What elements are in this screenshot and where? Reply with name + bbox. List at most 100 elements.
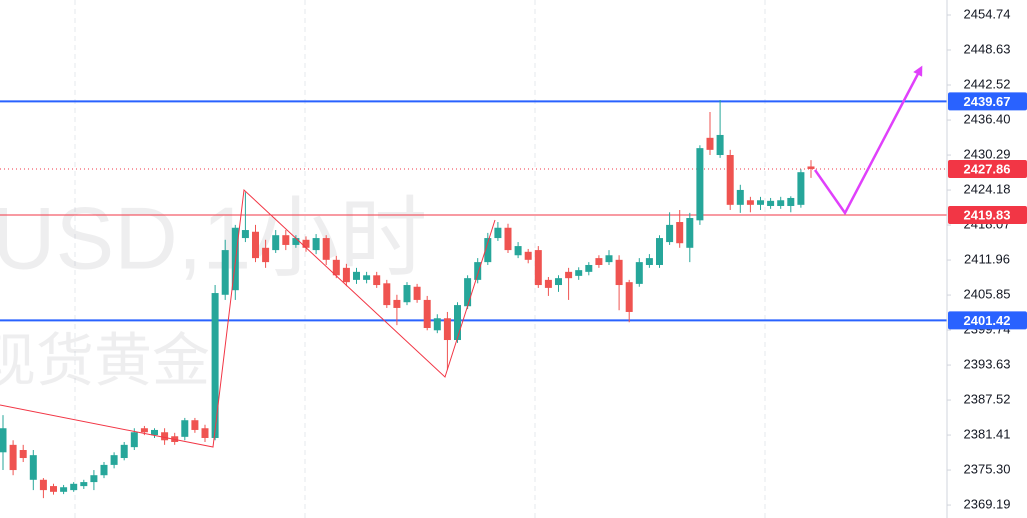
candle-body [0,428,7,453]
candle-body [534,250,542,286]
candle-body [575,270,583,276]
candle-body [797,172,805,205]
level-label-box [948,205,1027,224]
candle-body [201,428,209,438]
candle-body [110,455,118,465]
candle-body [9,444,17,471]
candle-body [272,235,280,251]
candle-body [130,432,138,448]
candle-body [423,299,431,328]
candle-body [555,278,562,286]
candle-body [777,200,785,206]
candle-body [120,444,128,459]
candle-body [656,238,663,265]
level-label: 2427.86 [964,161,1011,176]
y-tick-label: 2454.74 [964,6,1011,21]
candle-body [807,166,815,169]
candle-body [393,299,401,308]
y-tick-label: 2369.19 [964,496,1011,511]
candle-body [383,283,391,306]
candle-body [433,318,441,331]
candle-body [312,238,320,251]
candle-body [645,258,653,265]
candle-body [767,200,775,206]
candle-body [544,279,552,288]
candle-body [696,148,704,221]
candle-body [514,246,522,256]
candle-body [484,238,492,263]
candle-body [757,200,764,205]
level-label: 2401.42 [964,313,1011,328]
candle-body [605,255,613,263]
candle-body [706,137,714,150]
candle-body [80,482,88,487]
candle-body [29,455,37,480]
y-tick-label: 2424.18 [964,181,1011,196]
y-tick-label: 2405.85 [964,286,1011,301]
candle-body [322,238,330,260]
candle-body [413,286,421,300]
candle-body [353,271,360,280]
candle-body [615,259,623,286]
candle-body [524,251,532,260]
y-tick-label: 2393.63 [964,356,1011,371]
candle-body [726,155,734,205]
candle-body [494,227,502,239]
candle-body [736,189,744,205]
price-axis [947,0,1027,518]
watermark: 现货黄金 [0,328,210,393]
candle-body [474,262,482,280]
y-tick-label: 2411.96 [964,251,1010,266]
candle-body [282,235,290,245]
candle-body [100,464,108,476]
candle-body [151,429,158,436]
y-tick-label: 2442.52 [964,76,1011,91]
watermark: USD,1小时 [0,188,427,287]
candle-body [565,271,573,279]
candle-body [50,486,57,492]
candle-body [19,450,27,459]
candle-body [262,247,270,263]
candle-body [716,134,724,156]
candle-body [191,420,199,430]
candle-body [443,318,451,341]
level-label-box [948,92,1027,111]
candle-body [342,267,350,283]
candle-body [373,275,381,286]
candle-body [302,239,310,248]
candle-body [241,230,249,239]
candle-body [595,258,603,265]
candle-body [140,428,148,433]
y-tick-label: 2448.63 [964,41,1011,56]
levels [0,100,947,322]
level-label-box [948,311,1027,330]
candle-body [70,483,78,491]
y-tick-label: 2387.52 [964,391,1011,406]
candle-body [332,259,340,276]
candle-body [746,200,754,205]
candle-body [625,282,633,312]
candle-body [60,487,68,492]
candles [0,100,815,499]
level-labels: 2439.67 2427.86 2419.83 2401.42 [948,92,1027,330]
candle-body [504,227,512,251]
y-tick-label: 2381.41 [964,426,1011,441]
candle-body [686,218,694,248]
y-tick-label: 2436.40 [964,112,1011,127]
projection-arrow [813,65,923,216]
trend-line [0,188,496,448]
candle-body [403,285,411,303]
candle-body [292,238,300,245]
candle-body [585,264,593,272]
y-tick-label: 2430.29 [964,146,1011,161]
candle-body [454,305,461,341]
candle-body [635,262,643,284]
candle-body [90,475,98,483]
candle-body [666,224,674,243]
y-ticks: 2454.74 2448.63 2442.52 2436.40 2430.29 2424.… [947,6,1011,511]
level-label: 2439.67 [964,94,1011,109]
candle-body [39,479,47,491]
candle-body [787,197,795,206]
candle-body [181,420,189,437]
